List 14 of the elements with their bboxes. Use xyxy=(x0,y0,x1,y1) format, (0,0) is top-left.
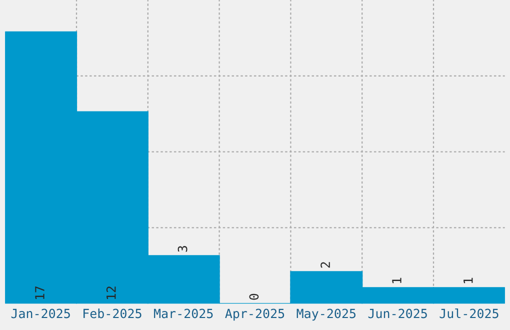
data-label: 1 xyxy=(464,278,473,284)
data-label: 0 xyxy=(249,294,259,300)
data-label: 3 xyxy=(178,246,188,252)
data-label: 12 xyxy=(106,286,116,300)
x-tick-label: Mar-2025 xyxy=(154,308,213,318)
x-tick-label: Feb-2025 xyxy=(84,308,142,318)
x-tick-label: Jun-2025 xyxy=(368,308,427,318)
x-tick-label: Apr-2025 xyxy=(225,308,284,321)
data-label: 2 xyxy=(320,262,330,268)
data-label: 1 xyxy=(392,278,402,284)
x-tick-label: May-2025 xyxy=(296,308,356,321)
x-tick-label: Jan-2025 xyxy=(11,308,70,318)
x-tick-label: Jul-2025 xyxy=(440,308,498,318)
data-label: 17 xyxy=(35,286,44,300)
